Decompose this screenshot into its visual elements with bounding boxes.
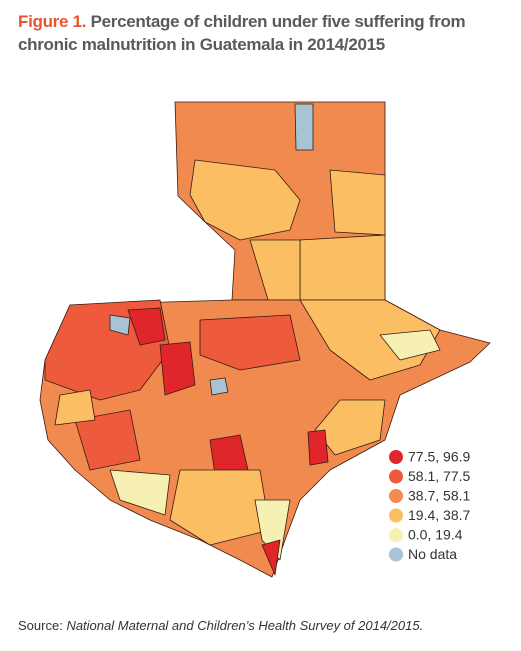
region	[127, 307, 166, 346]
source-prefix: Source:	[18, 618, 63, 633]
region	[261, 539, 281, 576]
region	[379, 329, 441, 361]
region	[159, 341, 196, 396]
legend-label: 58.1, 77.5	[408, 468, 470, 484]
region	[109, 314, 131, 336]
region	[199, 314, 301, 371]
legend-label: 38.7, 58.1	[408, 488, 470, 504]
legend-swatch	[389, 450, 403, 464]
source-text: National Maternal and Children’s Health …	[66, 618, 424, 633]
region	[254, 499, 291, 561]
region	[74, 409, 141, 471]
region	[314, 399, 386, 456]
region	[294, 103, 314, 151]
region	[299, 234, 386, 301]
region	[54, 389, 96, 426]
region	[209, 377, 229, 396]
legend-label: 0.0, 19.4	[408, 527, 463, 543]
figure-label: Figure 1.	[18, 12, 87, 31]
region	[109, 469, 171, 516]
legend-swatch	[389, 508, 403, 523]
legend-label: No data	[408, 546, 457, 562]
region	[169, 469, 271, 546]
legend-swatch	[389, 528, 403, 542]
legend-swatch	[389, 469, 403, 484]
legend-swatch	[389, 489, 403, 503]
region	[299, 299, 441, 381]
title-text: Percentage of children under five suffer…	[18, 12, 466, 54]
map: 77.5, 96.9 58.1, 77.5 38.7, 58.1 19.4, 38.7…	[39, 101, 491, 578]
legend-swatch	[389, 547, 403, 562]
region	[307, 429, 329, 466]
source: Source: National Maternal and Children’s…	[18, 618, 423, 633]
region	[189, 159, 301, 241]
legend-label: 77.5, 96.9	[408, 449, 470, 465]
legend-label: 19.4, 38.7	[408, 507, 470, 523]
map-regions	[39, 101, 491, 578]
figure-title: Figure 1. Percentage of children under f…	[18, 10, 508, 56]
region	[329, 169, 386, 236]
legend: 77.5, 96.9 58.1, 77.5 38.7, 58.1 19.4, 38.7…	[389, 449, 470, 562]
